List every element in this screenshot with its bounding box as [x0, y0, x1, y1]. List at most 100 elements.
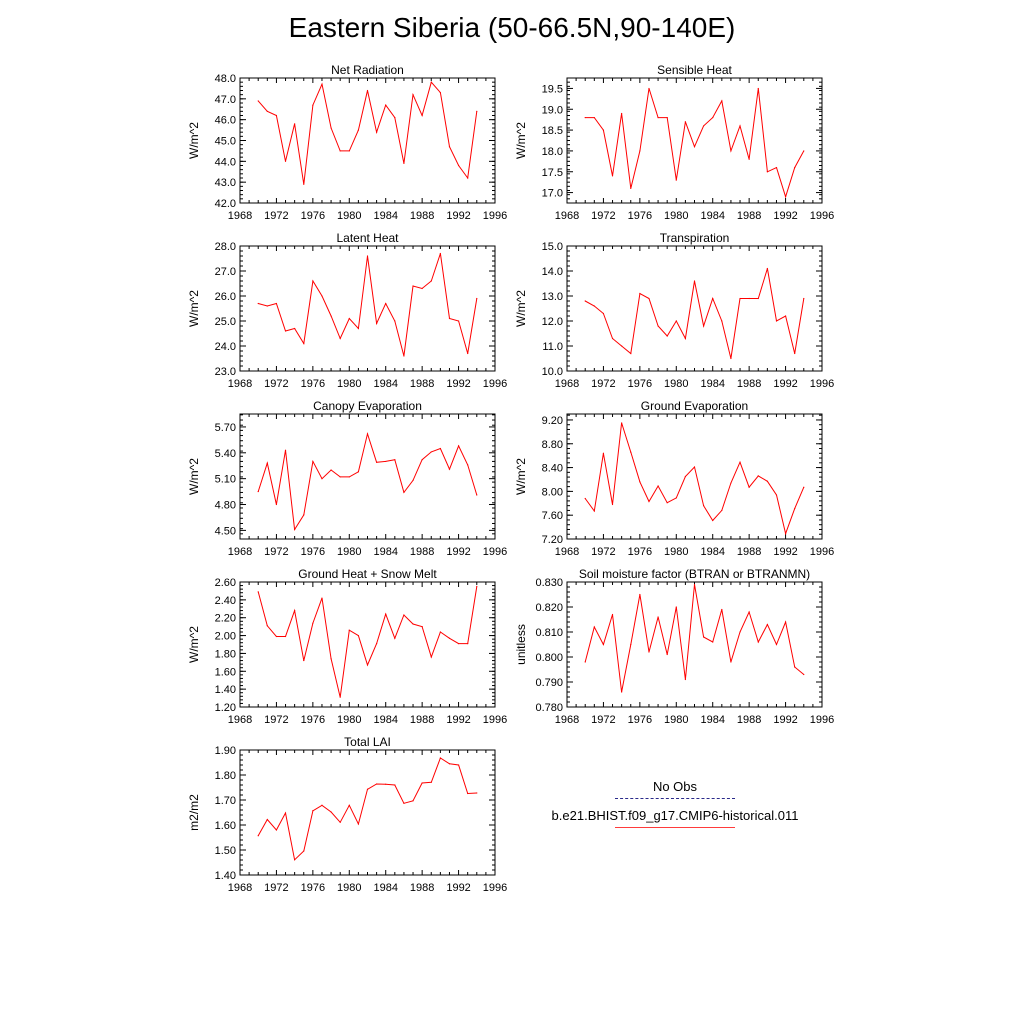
x-tick-label: 1992: [773, 714, 797, 726]
data-point: [421, 114, 423, 117]
data-point: [412, 285, 414, 287]
y-axis-label: W/m^2: [187, 458, 201, 495]
data-point: [385, 104, 387, 106]
data-point: [284, 812, 287, 814]
x-tick-label: 1984: [700, 714, 724, 726]
data-point: [366, 664, 369, 666]
x-tick-label: 1968: [228, 210, 252, 222]
chart-title: Total LAI: [344, 735, 391, 749]
y-tick-label: 1.40: [215, 870, 236, 882]
x-tick-label: 1992: [446, 714, 470, 726]
data-point: [684, 121, 686, 123]
data-point: [639, 481, 641, 483]
x-tick-label: 1988: [737, 714, 761, 726]
data-point: [739, 125, 741, 127]
data-point: [394, 459, 396, 461]
plot-frame: [566, 245, 823, 372]
data-point: [257, 835, 259, 837]
y-tick-label: 28.0: [215, 241, 236, 253]
x-tick-label: 1996: [810, 546, 834, 558]
x-tick-label: 1988: [737, 546, 761, 558]
data-point: [312, 104, 314, 106]
x-tick-label: 1988: [737, 378, 761, 390]
data-point: [339, 821, 341, 823]
x-tick-label: 1996: [810, 210, 834, 222]
y-tick-label: 8.40: [542, 463, 563, 475]
data-point: [684, 678, 686, 681]
data-point: [467, 352, 469, 355]
data-point: [794, 166, 796, 169]
y-tick-label: 47.0: [215, 94, 236, 106]
data-point: [303, 342, 305, 345]
y-tick-label: 1.40: [215, 684, 236, 696]
x-tick-label: 1996: [483, 714, 507, 726]
y-tick-label: 8.00: [542, 486, 563, 498]
data-point: [357, 634, 359, 637]
y-tick-label: 1.20: [215, 702, 236, 714]
chart-panel-1: Net Radiation W/m^2 1968 1972 1976 1980 1984 19…: [187, 63, 507, 222]
y-tick-label: 1.90: [215, 745, 236, 757]
y-tick-label: 2.40: [215, 595, 236, 607]
data-point: [467, 177, 469, 179]
data-point: [467, 792, 469, 795]
data-point: [312, 622, 314, 624]
data-point: [303, 514, 305, 516]
x-tick-label: 1976: [301, 210, 325, 222]
data-point: [593, 510, 595, 512]
x-tick-label: 1984: [700, 210, 724, 222]
data-point: [712, 641, 714, 643]
data-point: [766, 480, 768, 482]
data-point: [657, 616, 659, 618]
data-point: [803, 150, 805, 152]
y-tick-label: 19.0: [542, 104, 563, 116]
y-tick-label: 44.0: [215, 156, 236, 168]
data-point: [275, 503, 278, 506]
series-line: [257, 757, 477, 861]
data-point: [639, 292, 641, 295]
chart-title: Ground Heat + Snow Melt: [298, 567, 437, 581]
data-point: [639, 593, 641, 596]
data-point: [412, 94, 414, 96]
data-point: [703, 636, 705, 638]
data-point: [275, 114, 278, 117]
y-tick-label: 14.0: [542, 266, 563, 278]
data-point: [439, 447, 441, 450]
x-tick-label: 1980: [337, 714, 361, 726]
data-point: [366, 788, 369, 790]
data-point: [257, 100, 259, 102]
x-tick-label: 1980: [664, 546, 688, 558]
data-point: [693, 280, 696, 282]
data-point: [266, 818, 268, 821]
data-point: [657, 485, 659, 487]
data-point: [421, 459, 423, 461]
data-point: [621, 691, 623, 693]
data-point: [339, 150, 341, 152]
y-tick-label: 5.10: [215, 474, 236, 486]
data-point: [648, 297, 650, 300]
x-tick-label: 1996: [483, 378, 507, 390]
data-point: [321, 804, 323, 806]
data-point: [357, 129, 359, 131]
data-point: [721, 509, 723, 512]
data-point: [294, 528, 296, 531]
data-point: [630, 352, 632, 355]
chart-title: Latent Heat: [336, 231, 399, 245]
data-point: [412, 479, 414, 481]
data-point: [376, 461, 378, 463]
data-point: [766, 267, 768, 270]
data-point: [611, 337, 614, 340]
x-tick-label: 1972: [264, 882, 288, 894]
data-point: [593, 626, 595, 628]
x-tick-label: 1976: [628, 210, 652, 222]
data-point: [321, 295, 323, 297]
y-axis-label: m2/m2: [187, 794, 201, 831]
data-point: [321, 478, 323, 480]
series-line: [584, 268, 805, 359]
legend-obs-label: No Obs: [652, 779, 698, 794]
chart-panel-8: Soil moisture factor (BTRAN or BTRANMN) u…: [514, 567, 834, 726]
data-point: [748, 297, 750, 300]
data-point: [312, 280, 314, 282]
data-point: [648, 500, 650, 503]
data-point: [584, 300, 586, 302]
chart-panel-4: Transpiration W/m^2 1968 1972 1976 1980 1984 19…: [514, 231, 834, 390]
